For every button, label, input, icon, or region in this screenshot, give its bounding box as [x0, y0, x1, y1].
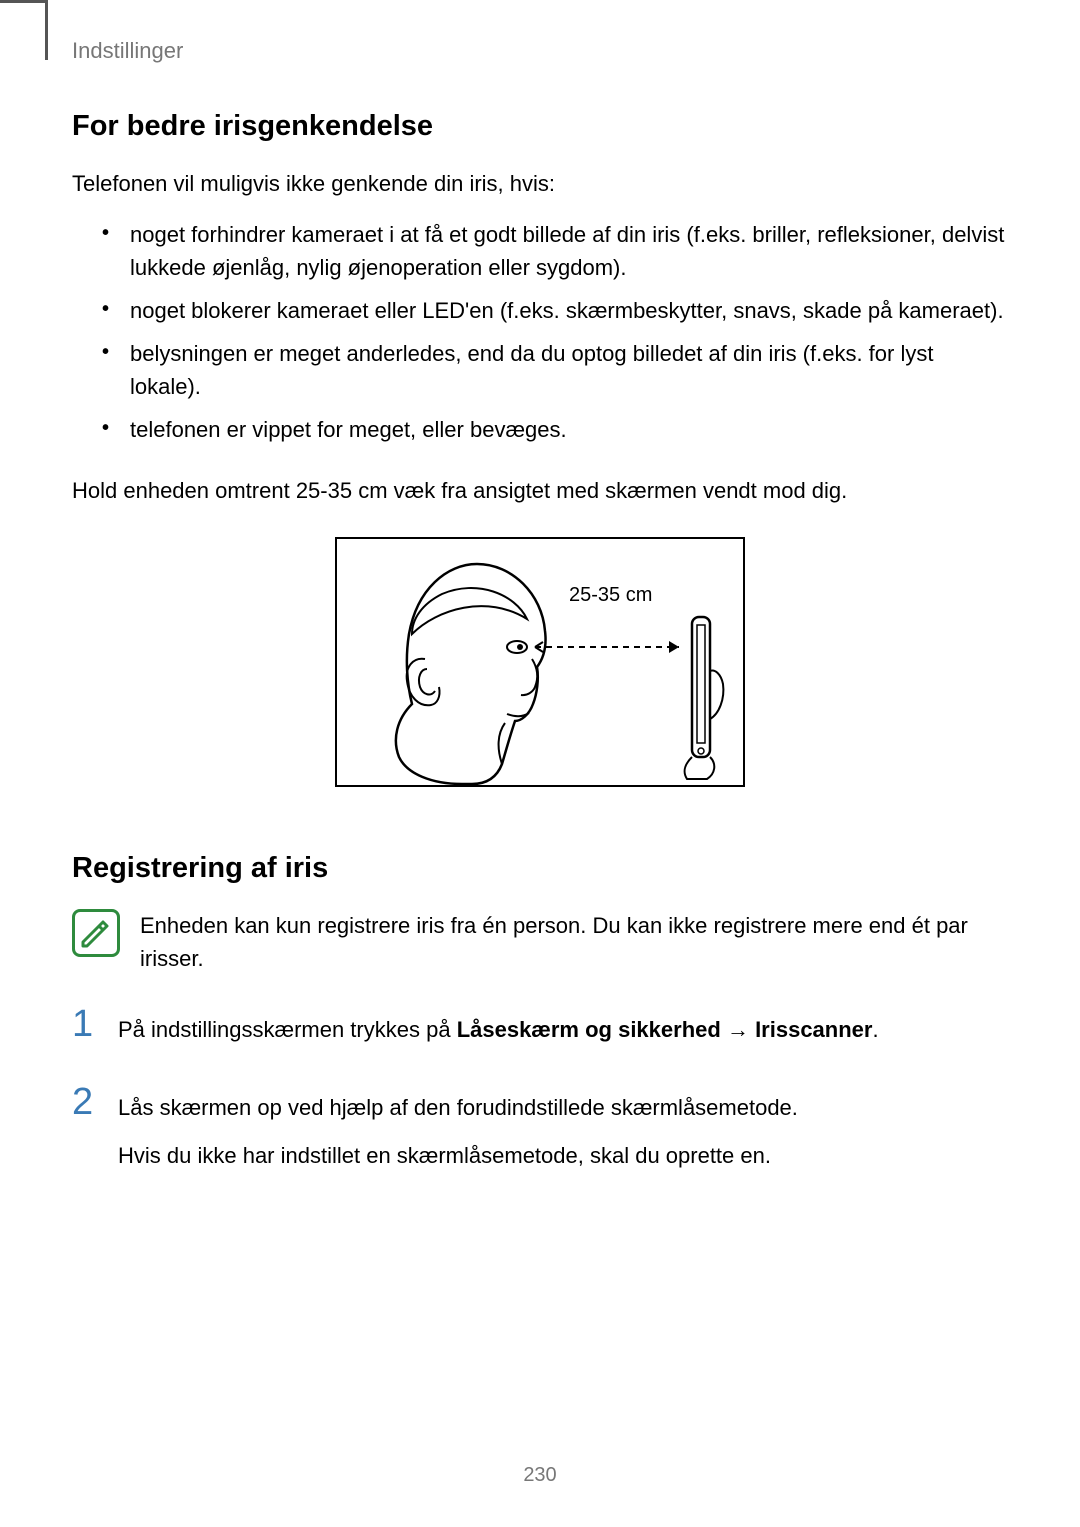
note-icon: [72, 909, 120, 957]
page-tab-rule: [45, 0, 48, 60]
step-2-line-1: Lås skærmen op ved hjælp af den forudind…: [118, 1091, 798, 1125]
step-number: 1: [72, 1005, 96, 1043]
step-body: Lås skærmen op ved hjælp af den forudind…: [118, 1083, 798, 1187]
figure-distance-label: 25-35 cm: [569, 584, 652, 607]
distance-figure: 25-35 cm: [335, 537, 745, 787]
list-item: belysningen er meget anderledes, end da …: [102, 337, 1008, 403]
note-text: Enheden kan kun registrere iris fra én p…: [140, 909, 1008, 975]
iris-distance-illustration: [337, 539, 747, 789]
heading-iris-recognition: For bedre irisgenkendelse: [72, 110, 1008, 143]
page-number: 230: [0, 1464, 1080, 1487]
step-2-line-2: Hvis du ikke har indstillet en skærmlåse…: [118, 1139, 798, 1173]
page-content: For bedre irisgenkendelse Telefonen vil …: [72, 110, 1008, 1209]
bullet-list: noget forhindrer kameraet i at få et god…: [102, 218, 1008, 446]
heading-iris-registration: Registrering af iris: [72, 852, 1008, 885]
list-item: telefonen er vippet for meget, eller bev…: [102, 413, 1008, 446]
figure-container: 25-35 cm: [72, 537, 1008, 792]
step-1-text: På indstillingsskærmen trykkes på Låsesk…: [118, 1013, 879, 1047]
intro-text: Telefonen vil muligvis ikke genkende din…: [72, 167, 1008, 200]
step-number: 2: [72, 1083, 96, 1121]
step-2: 2 Lås skærmen op ved hjælp af den forudi…: [72, 1083, 1008, 1187]
section-header: Indstillinger: [72, 38, 183, 64]
step-1: 1 På indstillingsskærmen trykkes på Låse…: [72, 1005, 1008, 1061]
pencil-note-icon: [79, 916, 113, 950]
list-item: noget forhindrer kameraet i at få et god…: [102, 218, 1008, 284]
instruction-text: Hold enheden omtrent 25-35 cm væk fra an…: [72, 474, 1008, 507]
note-callout: Enheden kan kun registrere iris fra én p…: [72, 909, 1008, 975]
page-corner-rule: [0, 0, 48, 3]
list-item: noget blokerer kameraet eller LED'en (f.…: [102, 294, 1008, 327]
step-body: På indstillingsskærmen trykkes på Låsesk…: [118, 1005, 879, 1061]
